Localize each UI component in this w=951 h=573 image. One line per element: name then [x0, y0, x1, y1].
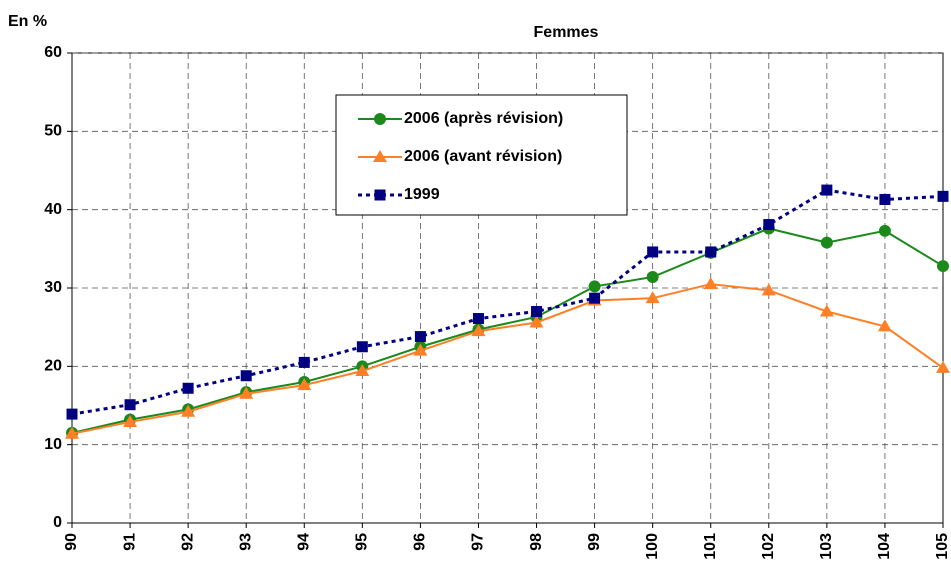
series-line	[71, 283, 944, 435]
point	[531, 306, 543, 317]
point	[763, 219, 775, 231]
point	[65, 426, 79, 439]
y-tick-label: 40	[44, 201, 62, 218]
point	[239, 386, 254, 399]
point	[937, 260, 949, 273]
series-line	[71, 227, 944, 434]
point	[820, 236, 833, 249]
x-tick-label: 104	[876, 533, 893, 560]
x-tick-label: 95	[354, 533, 371, 551]
point	[413, 343, 428, 356]
point	[761, 283, 776, 296]
x-tick-label: 93	[237, 533, 254, 551]
y-tick-label: 50	[44, 123, 62, 140]
point	[819, 304, 834, 317]
point	[355, 364, 370, 377]
point	[471, 324, 486, 337]
point	[645, 291, 660, 304]
x-tick-label: 101	[702, 533, 719, 560]
x-tick-label: 98	[528, 533, 545, 551]
point	[240, 370, 252, 382]
point	[472, 313, 484, 325]
x-tick-label: 92	[179, 533, 196, 551]
point	[646, 271, 659, 284]
point	[182, 382, 194, 394]
point	[123, 414, 138, 427]
x-tick-label: 100	[644, 533, 661, 560]
point	[821, 184, 833, 196]
point	[705, 246, 717, 258]
x-tick-label: 90	[63, 533, 80, 551]
point	[181, 404, 196, 417]
y-axis-label: En %	[8, 13, 47, 30]
point	[877, 319, 892, 332]
y-tick-label: 60	[44, 44, 62, 61]
y-tick-label: 20	[44, 358, 62, 375]
legend-label: 2006 (avant révision)	[404, 148, 562, 165]
legend-marker	[373, 150, 387, 162]
x-tick-label: 99	[586, 533, 603, 551]
legend-marker	[374, 189, 386, 201]
point	[936, 360, 950, 373]
point	[703, 277, 718, 290]
point	[878, 224, 891, 237]
point	[298, 356, 310, 368]
point	[588, 280, 601, 293]
point	[356, 341, 368, 353]
x-tick-label: 102	[760, 533, 777, 560]
chart-title: Femmes	[534, 24, 599, 41]
y-tick-label: 10	[44, 436, 62, 453]
point	[529, 315, 544, 328]
x-tick-label: 94	[295, 533, 312, 551]
point	[414, 331, 426, 343]
point	[879, 193, 891, 205]
y-tick-label: 30	[44, 279, 62, 296]
point	[297, 378, 312, 391]
legend-marker	[374, 113, 386, 125]
y-tick-label: 0	[53, 514, 62, 531]
legend-label: 2006 (après révision)	[404, 110, 563, 127]
point	[647, 246, 659, 258]
point	[937, 190, 949, 202]
point	[124, 399, 136, 411]
legend-label: 1999	[404, 186, 440, 203]
x-tick-label: 105	[934, 533, 951, 560]
point	[589, 292, 601, 304]
x-tick-label: 103	[818, 533, 835, 560]
x-tick-label: 96	[412, 533, 429, 551]
x-tick-label: 97	[470, 533, 487, 551]
point	[66, 408, 78, 420]
x-tick-label: 91	[121, 533, 138, 551]
